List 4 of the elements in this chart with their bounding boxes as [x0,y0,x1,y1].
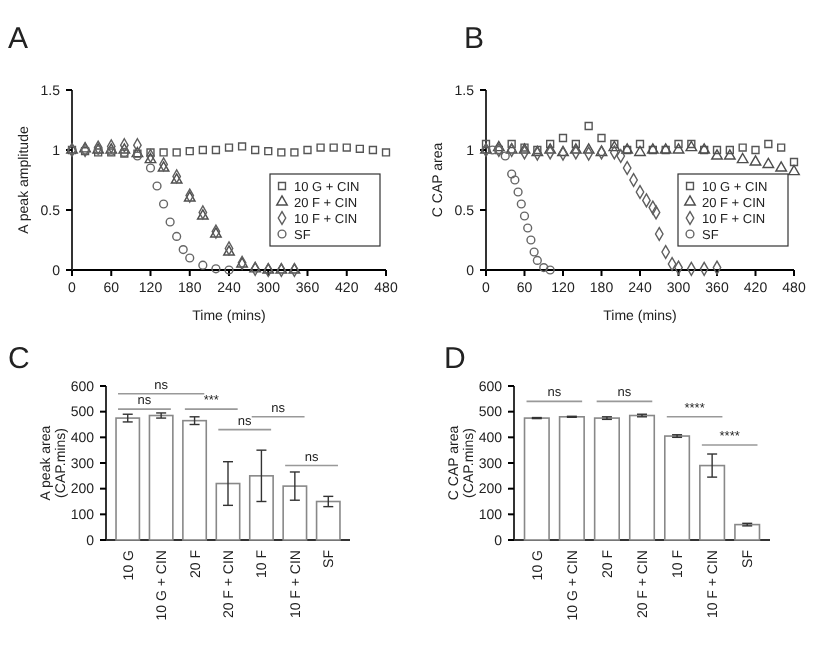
chart-title: B [464,22,485,56]
chart-title: C [8,342,30,376]
chart-title: D [444,342,466,376]
chart-title: A [8,22,29,56]
